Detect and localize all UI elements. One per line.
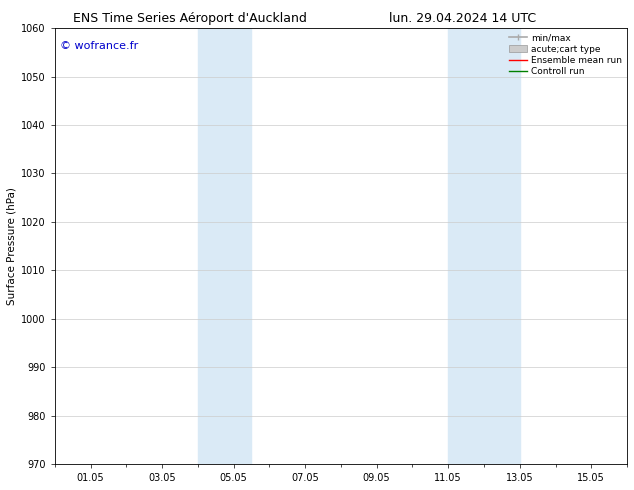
Bar (198, 28, 252, 464)
Text: lun. 29.04.2024 14 UTC: lun. 29.04.2024 14 UTC (389, 12, 536, 25)
Text: ENS Time Series Aéroport d'Auckland: ENS Time Series Aéroport d'Auckland (74, 12, 307, 25)
Y-axis label: Surface Pressure (hPa): Surface Pressure (hPa) (7, 187, 17, 305)
Text: © wofrance.fr: © wofrance.fr (60, 41, 139, 51)
Legend: min/max, acute;cart type, Ensemble mean run, Controll run: min/max, acute;cart type, Ensemble mean … (507, 31, 624, 79)
Bar (448, 28, 520, 464)
